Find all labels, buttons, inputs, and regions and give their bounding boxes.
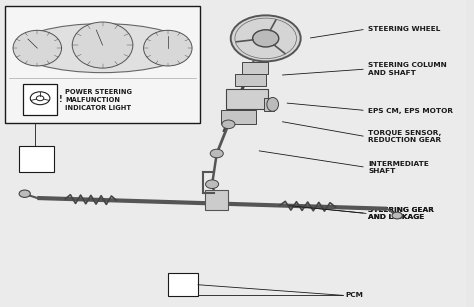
- Circle shape: [222, 120, 235, 129]
- Ellipse shape: [267, 98, 279, 111]
- FancyBboxPatch shape: [205, 190, 228, 210]
- Circle shape: [253, 30, 279, 47]
- Circle shape: [231, 15, 301, 61]
- Ellipse shape: [13, 30, 62, 66]
- Circle shape: [206, 180, 219, 188]
- FancyBboxPatch shape: [221, 110, 256, 124]
- Circle shape: [19, 190, 30, 197]
- FancyBboxPatch shape: [264, 98, 273, 111]
- Text: STEERING COLUMN
AND SHAFT: STEERING COLUMN AND SHAFT: [368, 62, 447, 76]
- FancyBboxPatch shape: [226, 89, 268, 109]
- Text: TORQUE SENSOR,
REDUCTION GEAR: TORQUE SENSOR, REDUCTION GEAR: [368, 130, 442, 143]
- FancyBboxPatch shape: [23, 84, 57, 115]
- Text: EPS CM, EPS MOTOR: EPS CM, EPS MOTOR: [368, 107, 453, 114]
- Ellipse shape: [17, 24, 189, 73]
- Ellipse shape: [72, 22, 133, 68]
- Ellipse shape: [144, 30, 192, 66]
- Circle shape: [392, 212, 402, 219]
- Circle shape: [210, 149, 223, 158]
- Text: !: !: [59, 95, 63, 104]
- FancyBboxPatch shape: [236, 74, 266, 86]
- FancyBboxPatch shape: [168, 273, 198, 296]
- Text: INTERMEDIATE
SHAFT: INTERMEDIATE SHAFT: [368, 161, 429, 174]
- Text: STEERING WHEEL: STEERING WHEEL: [368, 26, 441, 32]
- Text: INSTRUMENT CLUSTER: INSTRUMENT CLUSTER: [54, 12, 152, 21]
- FancyBboxPatch shape: [18, 146, 54, 172]
- Text: PCM: PCM: [345, 292, 363, 298]
- Text: POWER STEERING
MALFUNCTION
INDICATOR LIGHT: POWER STEERING MALFUNCTION INDICATOR LIG…: [65, 89, 132, 111]
- FancyBboxPatch shape: [5, 6, 201, 123]
- FancyBboxPatch shape: [242, 62, 268, 74]
- Text: STEERING GEAR
AND LINKAGE: STEERING GEAR AND LINKAGE: [368, 207, 434, 220]
- Text: STEERING GEAR
AND LINKAGE: STEERING GEAR AND LINKAGE: [368, 207, 434, 220]
- Text: DSC HU/CM: DSC HU/CM: [5, 118, 51, 124]
